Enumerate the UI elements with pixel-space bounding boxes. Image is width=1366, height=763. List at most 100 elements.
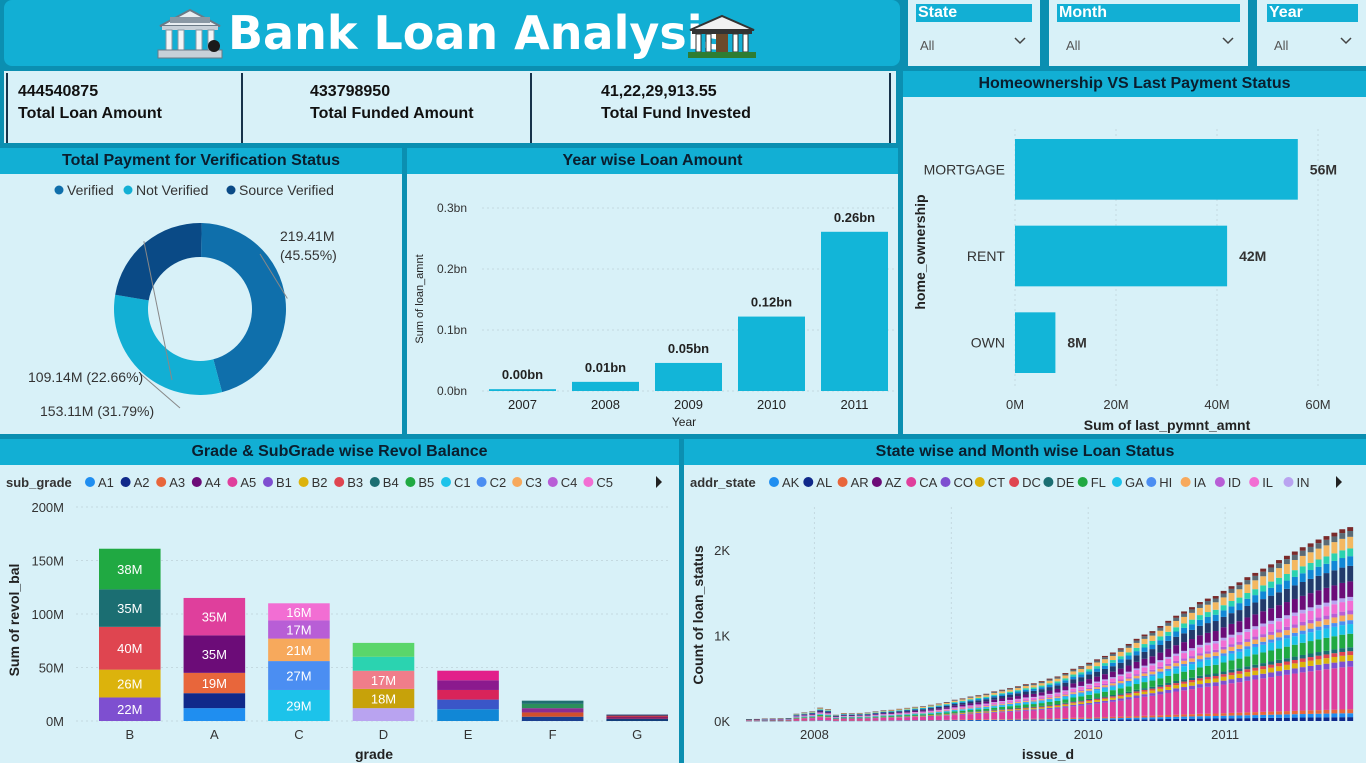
stack-segment [975,704,982,707]
chevron-down-icon[interactable] [1340,34,1352,46]
stack-segment [1212,598,1219,603]
stack-segment [1046,699,1053,702]
stack-segment [1299,595,1306,610]
stack-segment [1078,689,1085,691]
divider [530,73,532,143]
stack-segment [1054,700,1061,705]
stack-segment [1173,627,1180,632]
stack-segment [983,712,990,714]
stack-segment [1007,689,1013,692]
stack-segment [825,715,832,717]
stack-segment [825,709,832,711]
stack-segment [1109,652,1116,654]
stack-segment [1078,693,1085,697]
stack-segment [943,715,950,720]
stack-segment [1022,704,1029,708]
legend-marker [369,477,380,487]
stack-segment [1244,646,1251,650]
stack-segment [1276,568,1282,578]
stack-segment [1228,675,1235,680]
stack-segment [1252,675,1259,680]
stack-segment [1204,651,1211,654]
stack-segment [1283,638,1290,647]
filter-state[interactable]: State All [908,0,1040,66]
stack-segment [975,695,982,697]
stack-segment [1062,680,1069,683]
stack-segment [1339,558,1346,568]
stack-segment [1102,655,1108,658]
stack-segment [856,714,863,716]
chevron-down-icon[interactable] [1014,34,1026,46]
stack-segment [777,720,784,721]
stack-segment [1030,701,1037,703]
stack-segment [888,712,895,713]
stack-segment [856,715,863,716]
stack-segment [1244,649,1251,657]
stack-segment [1046,696,1053,698]
stack-segment [975,696,982,698]
x-tick-label: E [464,727,473,742]
legend-marker [1283,477,1294,487]
stack-segment [1291,632,1298,637]
stack-segment [1291,551,1298,555]
stack-segment [1070,671,1077,675]
stack-segment [1078,677,1085,682]
stack-segment [1252,639,1259,644]
stack-segment [983,703,990,705]
stack-segment [967,712,974,714]
stack-segment [943,704,950,705]
stack-segment [1038,705,1045,707]
stack-segment [999,696,1006,699]
stack-segment [1141,715,1148,718]
stack-segment [1157,673,1164,679]
stack-segment [1046,679,1053,681]
stack-segment [521,716,584,721]
stack-segment [1189,689,1195,715]
stack-segment [1212,631,1219,642]
stack-segment [1196,615,1203,620]
stack-segment [1086,684,1093,688]
stack-segment [1283,588,1290,603]
stack-segment [1331,585,1338,601]
stack-segment [983,704,990,706]
stack-segment [1252,614,1259,627]
stack-segment [1054,678,1061,682]
stack-segment [1022,719,1029,721]
stack-segment [1046,701,1053,705]
stack-segment [967,697,974,700]
stack-segment [1165,716,1172,719]
chevron-down-icon[interactable] [1222,34,1234,46]
stack-segment [1228,588,1235,593]
stack-segment [1102,718,1108,720]
stack-segment [606,718,668,721]
stack-segment [1236,673,1243,679]
stack-segment [1117,656,1124,660]
stack-segment [951,704,958,706]
stack-segment [1038,689,1045,693]
y-tick-label: 0K [714,714,730,729]
legend-marker [1146,477,1157,487]
stack-segment [1196,659,1203,662]
stack-segment [1244,577,1251,581]
legend-marker [583,477,594,487]
stack-segment [1165,675,1172,683]
stack-segment [1094,668,1100,672]
filter-year[interactable]: Year All [1257,0,1366,66]
kpi-total-loan-amount-label: Total Loan Amount [18,105,162,122]
stack-segment [1086,663,1093,666]
filter-month[interactable]: Month All [1049,0,1248,66]
stack-segment [1117,651,1124,657]
stack-segment [1347,717,1354,721]
stack-segment [1268,634,1275,640]
legend-label: A2 [134,475,150,490]
stack-segment [1228,637,1235,645]
stack-segment [1173,655,1180,661]
stack-segment [1315,713,1322,718]
stack-segment [1157,684,1164,687]
stack-segment [1276,592,1282,606]
stack-segment [1133,678,1140,680]
stack-segment [888,711,895,713]
stack-segment [1125,699,1132,717]
stack-segment [1220,715,1227,719]
stack-segment [1030,699,1037,701]
